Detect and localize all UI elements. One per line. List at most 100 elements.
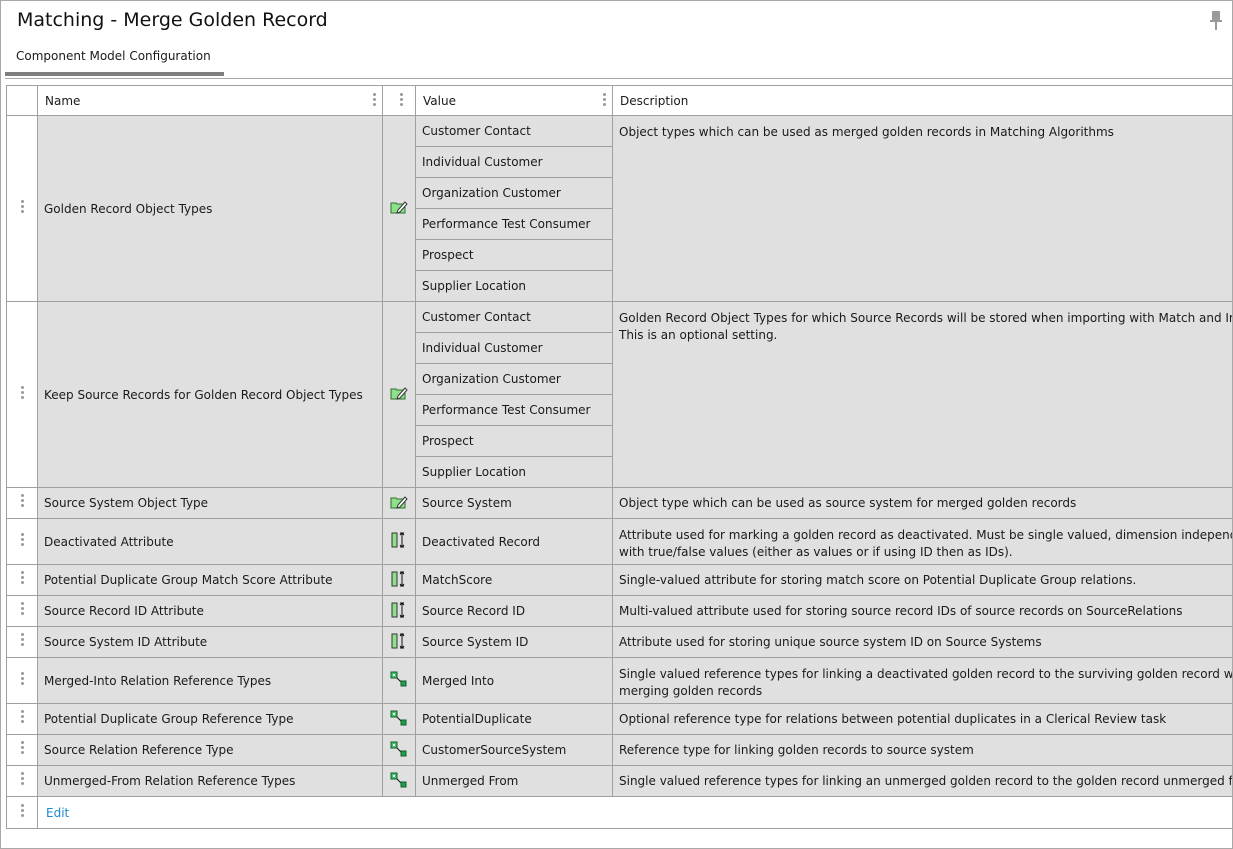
setting-value: Organization Customer <box>415 177 613 209</box>
setting-name: Source System ID Attribute <box>37 626 383 658</box>
setting-name: Unmerged-From Relation Reference Types <box>37 765 383 797</box>
tab-component-model-configuration[interactable]: Component Model Configuration <box>16 49 211 63</box>
setting-name: Source System Object Type <box>37 487 383 519</box>
column-header-description[interactable]: Description <box>612 85 1232 116</box>
row-handle[interactable] <box>6 734 38 766</box>
table-row[interactable]: Individual Customer <box>7 146 1233 178</box>
setting-value: PotentialDuplicate <box>415 703 613 735</box>
column-menu-icon[interactable] <box>400 93 403 108</box>
reference-type-icon[interactable] <box>382 703 416 735</box>
setting-name: Deactivated Attribute <box>37 518 383 565</box>
setting-value: Organization Customer <box>415 363 613 395</box>
setting-value: Prospect <box>415 239 613 271</box>
setting-name: Potential Duplicate Group Match Score At… <box>37 564 383 596</box>
row-handle[interactable] <box>6 518 38 565</box>
setting-value: Customer Contact <box>415 115 613 147</box>
column-header-icon[interactable] <box>382 85 416 116</box>
setting-value: Supplier Location <box>415 456 613 488</box>
setting-value: Prospect <box>415 425 613 457</box>
pin-icon[interactable] <box>1210 11 1222 34</box>
row-drag-handle-icon[interactable] <box>20 741 24 756</box>
column-header-value[interactable]: Value <box>415 85 613 116</box>
column-menu-icon[interactable] <box>373 93 376 108</box>
table-row[interactable]: Source System ID Attribute Source System … <box>6 626 1232 658</box>
row-drag-handle-icon[interactable] <box>20 571 24 586</box>
table-row[interactable]: Golden Record Object Types Customer Conta… <box>6 115 1232 302</box>
table-row[interactable]: Deactivated Attribute Deactivated Record A… <box>6 518 1232 565</box>
setting-description: Object type which can be used as source … <box>612 487 1232 519</box>
row-drag-handle-icon[interactable] <box>20 385 24 401</box>
attribute-icon[interactable] <box>382 626 416 658</box>
column-label: Description <box>620 93 689 108</box>
table-row[interactable]: Organization Customer <box>7 177 1233 209</box>
row-handle[interactable] <box>6 487 38 519</box>
attribute-icon[interactable] <box>382 518 416 565</box>
setting-value: Deactivated Record <box>415 518 613 565</box>
setting-value: Performance Test Consumer <box>415 394 613 426</box>
row-handle[interactable] <box>6 301 38 488</box>
table-row[interactable]: Potential Duplicate Group Reference Type… <box>6 703 1232 735</box>
edit-object-types-icon[interactable] <box>382 115 416 302</box>
row-drag-handle-icon[interactable] <box>20 633 24 648</box>
reference-type-icon[interactable] <box>382 657 416 704</box>
setting-value: Individual Customer <box>415 332 613 364</box>
row-drag-handle-icon[interactable] <box>20 671 24 687</box>
table-row[interactable]: Source Record ID Attribute Source Record … <box>6 595 1232 627</box>
row-drag-handle-icon[interactable] <box>20 710 24 725</box>
row-drag-handle-icon[interactable] <box>20 803 24 819</box>
reference-type-icon[interactable] <box>382 734 416 766</box>
row-handle[interactable] <box>6 564 38 596</box>
setting-value: Supplier Location <box>415 270 613 302</box>
row-handle[interactable] <box>6 595 38 627</box>
table-row[interactable]: Potential Duplicate Group Match Score At… <box>6 564 1232 596</box>
setting-description: Multi-valued attribute used for storing … <box>612 595 1232 627</box>
attribute-icon[interactable] <box>382 564 416 596</box>
edit-row: Edit <box>6 796 1232 829</box>
column-header-name[interactable]: Name <box>37 85 383 116</box>
row-handle[interactable] <box>6 626 38 658</box>
row-handle[interactable] <box>6 657 38 704</box>
setting-name: Keep Source Records for Golden Record Ob… <box>37 301 383 488</box>
table-row[interactable]: Prospect <box>7 239 1233 271</box>
table-row[interactable]: Keep Source Records for Golden Record Ob… <box>6 301 1232 488</box>
setting-value: Performance Test Consumer <box>415 208 613 240</box>
setting-value: Individual Customer <box>415 146 613 178</box>
setting-description: Optional reference type for relations be… <box>612 703 1232 735</box>
reference-type-icon[interactable] <box>382 765 416 797</box>
edit-link[interactable]: Edit <box>46 805 70 820</box>
table-row[interactable]: Performance Test Consumer <box>7 394 1233 426</box>
column-label: Name <box>45 93 81 108</box>
table-row[interactable]: Organization Customer <box>7 363 1233 395</box>
table-row[interactable]: Prospect <box>7 425 1233 457</box>
edit-object-types-icon[interactable] <box>382 301 416 488</box>
table-row[interactable]: Merged-Into Relation Reference Types Merg… <box>6 657 1232 704</box>
setting-description: Golden Record Object Types for which Sou… <box>612 301 1232 488</box>
edit-object-types-icon[interactable] <box>382 487 416 519</box>
setting-value: Customer Contact <box>415 301 613 333</box>
column-menu-icon[interactable] <box>603 93 606 108</box>
attribute-icon[interactable] <box>382 595 416 627</box>
setting-name: Source Relation Reference Type <box>37 734 383 766</box>
table-row[interactable]: Source Relation Reference Type CustomerSo… <box>6 734 1232 766</box>
row-drag-handle-icon[interactable] <box>20 532 24 548</box>
divider <box>5 78 1232 79</box>
row-drag-handle-icon[interactable] <box>20 772 24 787</box>
row-handle[interactable] <box>6 765 38 797</box>
setting-value: Source System ID <box>415 626 613 658</box>
table-row[interactable]: Individual Customer <box>7 332 1233 364</box>
setting-description: Single valued reference types for linkin… <box>612 657 1232 704</box>
table-row[interactable]: Source System Object Type Source System Ob… <box>6 487 1232 519</box>
row-drag-handle-icon[interactable] <box>20 494 24 509</box>
row-handle[interactable] <box>6 796 38 829</box>
table-row[interactable]: Supplier Location <box>7 270 1233 302</box>
table-row[interactable]: Unmerged-From Relation Reference Types Un… <box>6 765 1232 797</box>
setting-description: Reference type for linking golden record… <box>612 734 1232 766</box>
table-row[interactable]: Supplier Location <box>7 456 1233 488</box>
row-drag-handle-icon[interactable] <box>20 199 24 215</box>
row-drag-handle-icon[interactable] <box>20 602 24 617</box>
setting-description: Attribute used for storing unique source… <box>612 626 1232 658</box>
row-handle[interactable] <box>6 703 38 735</box>
handle-header <box>6 85 38 116</box>
row-handle[interactable] <box>6 115 38 302</box>
